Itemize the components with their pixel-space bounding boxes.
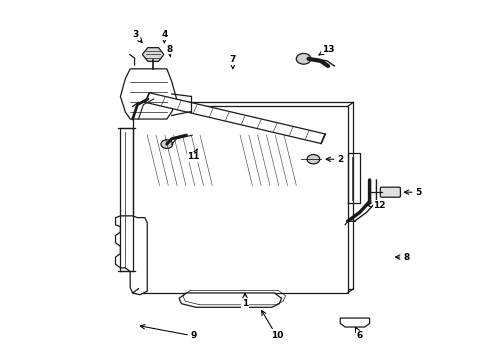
- Text: 2: 2: [326, 155, 343, 164]
- Text: 1: 1: [242, 293, 248, 308]
- Text: 12: 12: [367, 201, 386, 210]
- Text: 11: 11: [188, 149, 200, 161]
- Polygon shape: [145, 93, 325, 144]
- Text: 10: 10: [262, 311, 283, 341]
- Polygon shape: [133, 107, 347, 293]
- Circle shape: [296, 53, 311, 64]
- Circle shape: [307, 154, 320, 164]
- Polygon shape: [143, 48, 164, 61]
- Polygon shape: [340, 318, 369, 327]
- Text: 3: 3: [132, 30, 142, 42]
- Text: 4: 4: [161, 30, 168, 43]
- Text: 8: 8: [395, 253, 409, 262]
- Text: 6: 6: [355, 327, 363, 341]
- Text: 5: 5: [404, 188, 421, 197]
- Text: 9: 9: [141, 325, 197, 341]
- Text: 7: 7: [230, 55, 236, 68]
- Polygon shape: [121, 69, 176, 119]
- Text: 13: 13: [319, 45, 334, 55]
- Polygon shape: [179, 293, 282, 307]
- Text: 8: 8: [166, 45, 172, 57]
- FancyBboxPatch shape: [380, 187, 400, 197]
- Polygon shape: [116, 216, 147, 295]
- Circle shape: [161, 140, 172, 148]
